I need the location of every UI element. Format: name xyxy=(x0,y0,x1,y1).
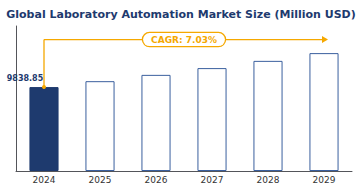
svg-text:2024: 2024 xyxy=(33,175,56,185)
svg-text:CAGR: 7.03%: CAGR: 7.03% xyxy=(151,35,217,45)
svg-text:2029: 2029 xyxy=(313,175,336,185)
svg-text:2028: 2028 xyxy=(257,175,280,185)
svg-text:2025: 2025 xyxy=(89,175,112,185)
svg-text:2027: 2027 xyxy=(201,175,224,185)
svg-text:Global Laboratory Automation M: Global Laboratory Automation Market Size… xyxy=(6,8,356,21)
svg-text:2026: 2026 xyxy=(145,175,168,185)
svg-text:9838.85: 9838.85 xyxy=(7,74,44,83)
